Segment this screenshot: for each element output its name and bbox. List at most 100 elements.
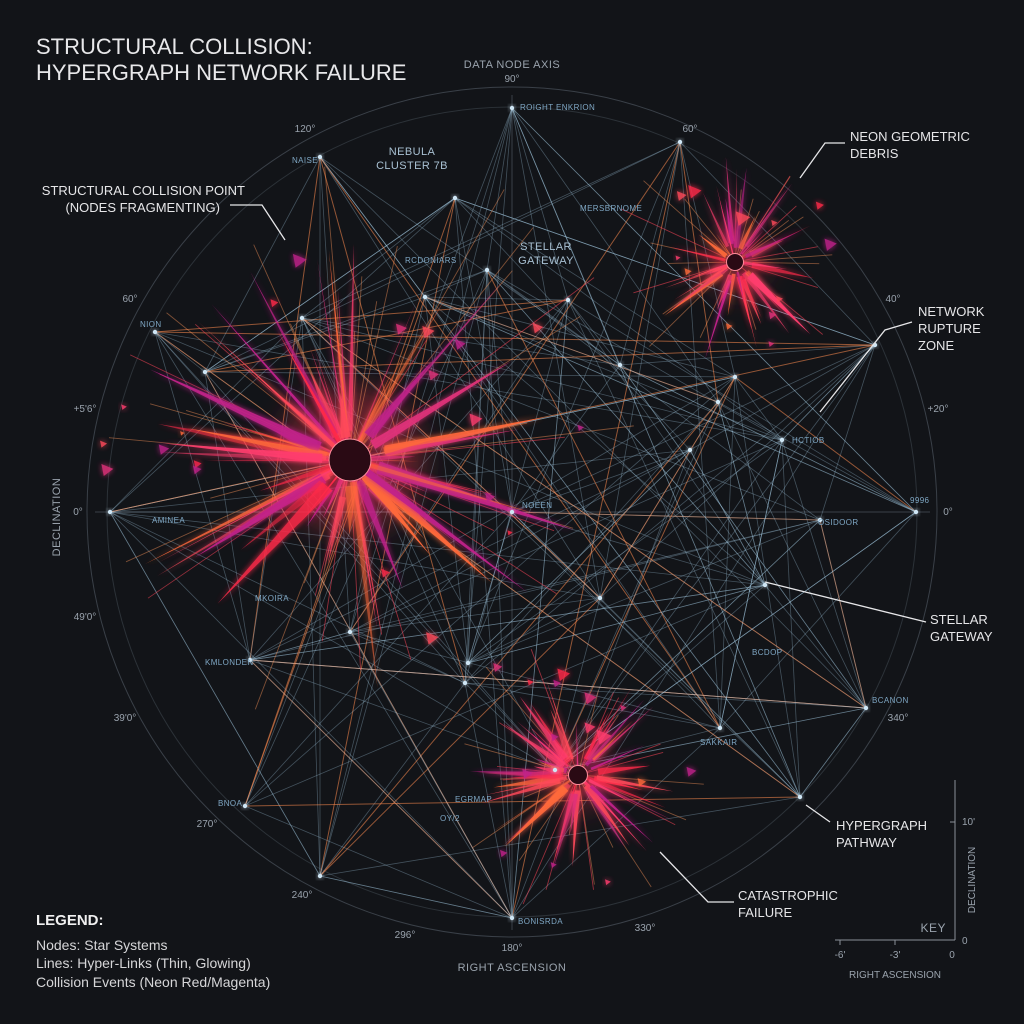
shard <box>240 480 326 550</box>
hyper-link <box>599 141 681 599</box>
debris <box>550 862 557 868</box>
star-node <box>462 680 468 686</box>
hyper-link <box>204 371 556 771</box>
hyper-link <box>424 296 469 664</box>
hyper-link <box>249 156 321 661</box>
hyper-link <box>734 376 801 798</box>
shard <box>327 496 347 565</box>
debris <box>455 339 466 350</box>
shard <box>704 280 732 360</box>
angle-label: 0° <box>73 507 83 518</box>
node-label: BCANON <box>872 696 909 705</box>
hyper-link <box>464 682 867 709</box>
annotation-arrows <box>230 142 927 903</box>
star-node <box>247 657 253 663</box>
debris <box>584 722 596 734</box>
hyper-link <box>319 156 721 729</box>
nodes <box>107 105 919 921</box>
shard <box>306 488 333 527</box>
hyper-link <box>349 597 601 633</box>
burst-core <box>726 253 744 271</box>
debris <box>192 465 202 475</box>
hyper-link <box>301 141 681 319</box>
title-line: HYPERGRAPH NETWORK FAILURE <box>36 60 406 85</box>
hyper-link <box>554 511 917 771</box>
hyper-link <box>319 156 801 798</box>
angle-label: +20° <box>928 404 949 415</box>
hyper-link <box>244 805 513 919</box>
hyper-link <box>301 317 621 366</box>
shard <box>162 443 323 463</box>
shard <box>485 776 568 796</box>
hyper-link <box>204 141 681 373</box>
debris <box>101 464 114 477</box>
hyper-link <box>154 331 876 346</box>
hyper-link <box>567 299 766 586</box>
debris <box>193 460 202 469</box>
hyper-link <box>599 376 736 599</box>
shard <box>590 745 646 771</box>
star-node <box>509 509 515 515</box>
debris <box>527 679 534 686</box>
shard <box>583 780 647 852</box>
hyper-link <box>464 682 721 729</box>
hyper-link <box>719 439 783 729</box>
angle-label: 180° <box>502 943 523 954</box>
collision-ray <box>349 246 398 461</box>
star-node <box>242 803 248 809</box>
node-label: BCDOP <box>752 648 782 657</box>
shard <box>337 288 350 435</box>
hyper-link <box>454 197 736 378</box>
debris <box>522 768 533 779</box>
star-node <box>797 794 803 800</box>
hyper-link <box>464 682 556 771</box>
hyper-link <box>244 584 766 807</box>
star-node <box>565 297 571 303</box>
star-node <box>597 595 603 601</box>
collision-ray <box>518 774 579 861</box>
shard <box>328 250 349 432</box>
hyper-link <box>467 511 513 664</box>
collision-ray <box>577 774 595 885</box>
shard <box>585 787 625 848</box>
hyper-link <box>204 371 513 919</box>
hyper-link <box>319 156 801 798</box>
hyper-link <box>486 269 721 729</box>
burst-core <box>568 765 588 785</box>
debris <box>688 185 702 199</box>
shard <box>492 779 571 832</box>
hyper-link <box>204 371 251 661</box>
angle-label: 0° <box>943 507 953 518</box>
hyper-link <box>249 659 513 919</box>
shard <box>725 157 735 242</box>
shard <box>351 300 417 453</box>
collision-ray <box>531 728 579 776</box>
node-label: MERSBRNOME <box>580 204 642 213</box>
hyper-link <box>424 296 736 378</box>
hyper-link <box>486 269 621 366</box>
debris <box>426 632 439 645</box>
shard <box>309 347 348 449</box>
hyper-link <box>319 156 621 366</box>
hyper-link <box>109 511 766 586</box>
shard <box>576 721 579 766</box>
shard <box>747 272 811 335</box>
star-node <box>552 767 558 773</box>
debris <box>605 879 611 886</box>
shard <box>702 192 730 248</box>
star-node <box>465 660 471 666</box>
hyper-link <box>717 401 917 513</box>
hyper-link <box>319 682 466 877</box>
shard <box>554 793 578 866</box>
debris <box>270 299 279 308</box>
annotation: HYPERGRAPH <box>836 818 927 833</box>
shard <box>596 775 674 792</box>
node-label: ROIGHT ENKRION <box>520 103 595 112</box>
arrow <box>230 204 286 241</box>
shard <box>674 270 722 300</box>
debris <box>292 253 307 268</box>
angle-label: 39'0° <box>114 713 137 724</box>
hyper-link <box>799 707 867 798</box>
collision-ray <box>734 205 797 263</box>
shard <box>508 773 564 780</box>
